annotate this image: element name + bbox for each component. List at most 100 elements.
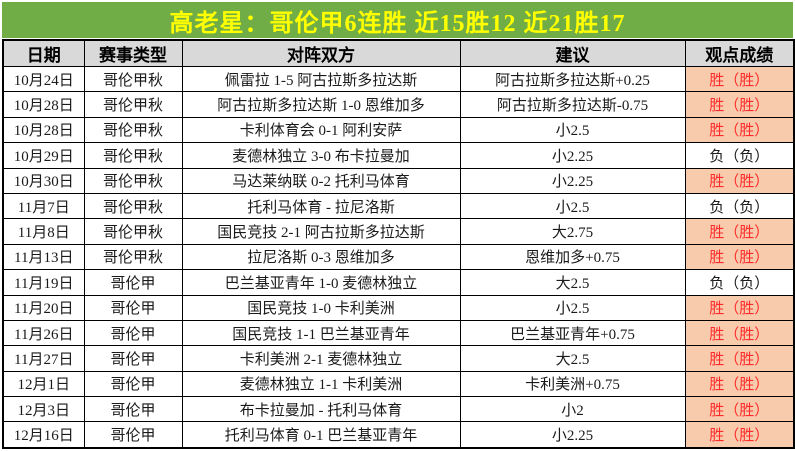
league-cell: 哥伦甲 [83, 396, 183, 423]
league-cell: 哥伦甲秋 [83, 167, 183, 194]
table-row: 12月16日 哥伦甲 托利马体育 0-1 巴兰基亚青年 小2.25 胜（胜） [2, 421, 795, 449]
result-cell: 胜（胜） [684, 319, 795, 347]
match-cell: 卡利美洲 2-1 麦德林独立 [181, 345, 461, 372]
table-row: 10月30日 哥伦甲秋 马达莱纳联 0-2 托利马体育 小2.25 胜（胜） [2, 167, 795, 194]
league-cell: 哥伦甲 [83, 345, 183, 372]
suggestion-cell: 小2.5 [459, 294, 686, 321]
league-cell: 哥伦甲秋 [83, 243, 183, 271]
table-row: 11月27日 哥伦甲 卡利美洲 2-1 麦德林独立 大2.5 胜（胜） [2, 345, 795, 372]
table-row: 10月28日 哥伦甲秋 卡利体育会 0-1 阿利安萨 小2.5 胜（胜） [2, 116, 795, 144]
table-row: 11月8日 哥伦甲秋 国民竞技 2-1 阿古拉斯多拉达斯 大2.75 胜（胜） [2, 218, 795, 245]
suggestion-cell: 大2.5 [459, 345, 686, 372]
date-cell: 11月13日 [2, 243, 85, 271]
date-cell: 10月28日 [2, 91, 85, 118]
date-cell: 12月16日 [2, 421, 85, 449]
league-cell: 哥伦甲秋 [83, 91, 183, 118]
suggestion-cell: 大2.75 [459, 218, 686, 245]
result-cell: 负（负） [684, 192, 795, 220]
column-header-suggestion: 建议 [459, 39, 686, 67]
league-cell: 哥伦甲秋 [83, 65, 183, 93]
suggestion-cell: 小2.5 [459, 116, 686, 144]
match-cell: 阿古拉斯多拉达斯 1-0 恩维加多 [181, 91, 461, 118]
table-row: 10月29日 哥伦甲秋 麦德林独立 3-0 布卡拉曼加 小2.25 负（负） [2, 142, 795, 169]
table-row: 11月19日 哥伦甲 巴兰基亚青年 1-0 麦德林独立 大2.5 负（负） [2, 269, 795, 296]
date-cell: 10月30日 [2, 167, 85, 194]
result-cell: 胜（胜） [684, 65, 795, 93]
result-cell: 胜（胜） [684, 370, 795, 398]
match-cell: 巴兰基亚青年 1-0 麦德林独立 [181, 269, 461, 296]
result-cell: 胜（胜） [684, 91, 795, 118]
suggestion-cell: 小2.25 [459, 167, 686, 194]
suggestion-cell: 阿古拉斯多拉达斯+0.25 [459, 65, 686, 93]
result-cell: 胜（胜） [684, 218, 795, 245]
suggestion-cell: 小2 [459, 396, 686, 423]
league-cell: 哥伦甲 [83, 294, 183, 321]
date-cell: 11月19日 [2, 269, 85, 296]
date-cell: 11月26日 [2, 319, 85, 347]
match-cell: 国民竞技 1-0 卡利美洲 [181, 294, 461, 321]
match-cell: 托利马体育 - 拉尼洛斯 [181, 192, 461, 220]
table-row: 12月3日 哥伦甲 布卡拉曼加 - 托利马体育 小2 胜（胜） [2, 396, 795, 423]
table-row: 11月13日 哥伦甲秋 拉尼洛斯 0-3 恩维加多 恩维加多+0.75 胜（胜） [2, 243, 795, 271]
column-header-date: 日期 [2, 39, 85, 67]
results-table: 日期 赛事类型 对阵双方 建议 观点成绩 10月24日 哥伦甲秋 佩雷拉 1-5 阿… [2, 39, 795, 449]
result-cell: 胜（胜） [684, 421, 795, 449]
league-cell: 哥伦甲秋 [83, 116, 183, 144]
column-header-match: 对阵双方 [181, 39, 461, 67]
match-cell: 托利马体育 0-1 巴兰基亚青年 [181, 421, 461, 449]
column-header-result: 观点成绩 [684, 39, 795, 67]
suggestion-cell: 小2.5 [459, 192, 686, 220]
league-cell: 哥伦甲秋 [83, 142, 183, 169]
match-cell: 国民竞技 2-1 阿古拉斯多拉达斯 [181, 218, 461, 245]
result-cell: 胜（胜） [684, 167, 795, 194]
header-row: 日期 赛事类型 对阵双方 建议 观点成绩 [2, 39, 795, 67]
match-cell: 麦德林独立 3-0 布卡拉曼加 [181, 142, 461, 169]
suggestion-cell: 阿古拉斯多拉达斯-0.75 [459, 91, 686, 118]
table-row: 10月28日 哥伦甲秋 阿古拉斯多拉达斯 1-0 恩维加多 阿古拉斯多拉达斯-0.75… [2, 91, 795, 118]
date-cell: 12月3日 [2, 396, 85, 423]
league-cell: 哥伦甲秋 [83, 192, 183, 220]
page-title: 高老星：哥伦甲6连胜 近15胜12 近21胜17 [169, 10, 626, 37]
match-cell: 佩雷拉 1-5 阿古拉斯多拉达斯 [181, 65, 461, 93]
league-cell: 哥伦甲 [83, 370, 183, 398]
match-cell: 马达莱纳联 0-2 托利马体育 [181, 167, 461, 194]
result-cell: 胜（胜） [684, 345, 795, 372]
result-cell: 胜（胜） [684, 294, 795, 321]
suggestion-cell: 小2.25 [459, 421, 686, 449]
result-cell: 胜（胜） [684, 116, 795, 144]
results-table-header: 日期 赛事类型 对阵双方 建议 观点成绩 [2, 39, 795, 67]
table-row: 10月24日 哥伦甲秋 佩雷拉 1-5 阿古拉斯多拉达斯 阿古拉斯多拉达斯+0.25 胜… [2, 65, 795, 93]
date-cell: 10月24日 [2, 65, 85, 93]
table-row: 11月7日 哥伦甲秋 托利马体育 - 拉尼洛斯 小2.5 负（负） [2, 192, 795, 220]
title-bar: 高老星：哥伦甲6连胜 近15胜12 近21胜17 [2, 2, 793, 38]
suggestion-cell: 巴兰基亚青年+0.75 [459, 319, 686, 347]
match-cell: 布卡拉曼加 - 托利马体育 [181, 396, 461, 423]
table-row: 11月20日 哥伦甲 国民竞技 1-0 卡利美洲 小2.5 胜（胜） [2, 294, 795, 321]
match-cell: 麦德林独立 1-1 卡利美洲 [181, 370, 461, 398]
league-cell: 哥伦甲 [83, 319, 183, 347]
date-cell: 11月8日 [2, 218, 85, 245]
results-table-body: 10月24日 哥伦甲秋 佩雷拉 1-5 阿古拉斯多拉达斯 阿古拉斯多拉达斯+0.25 胜… [2, 65, 795, 449]
match-cell: 拉尼洛斯 0-3 恩维加多 [181, 243, 461, 271]
column-header-league: 赛事类型 [83, 39, 183, 67]
date-cell: 12月1日 [2, 370, 85, 398]
suggestion-cell: 恩维加多+0.75 [459, 243, 686, 271]
result-cell: 胜（胜） [684, 396, 795, 423]
suggestion-cell: 卡利美洲+0.75 [459, 370, 686, 398]
suggestion-cell: 小2.25 [459, 142, 686, 169]
match-cell: 卡利体育会 0-1 阿利安萨 [181, 116, 461, 144]
table-row: 11月26日 哥伦甲 国民竞技 1-1 巴兰基亚青年 巴兰基亚青年+0.75 胜（胜） [2, 319, 795, 347]
suggestion-cell: 大2.5 [459, 269, 686, 296]
date-cell: 11月27日 [2, 345, 85, 372]
result-cell: 负（负） [684, 142, 795, 169]
result-cell: 负（负） [684, 269, 795, 296]
date-cell: 11月7日 [2, 192, 85, 220]
result-cell: 胜（胜） [684, 243, 795, 271]
league-cell: 哥伦甲 [83, 421, 183, 449]
date-cell: 11月20日 [2, 294, 85, 321]
date-cell: 10月28日 [2, 116, 85, 144]
league-cell: 哥伦甲秋 [83, 218, 183, 245]
table-row: 12月1日 哥伦甲 麦德林独立 1-1 卡利美洲 卡利美洲+0.75 胜（胜） [2, 370, 795, 398]
date-cell: 10月29日 [2, 142, 85, 169]
